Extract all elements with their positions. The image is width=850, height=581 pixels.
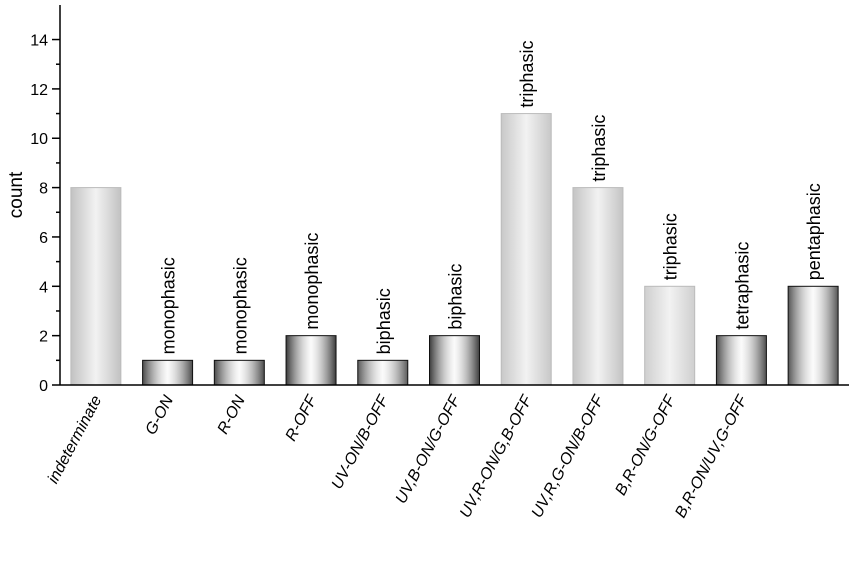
bar-annotation: biphasic xyxy=(446,264,466,330)
y-tick-label: 0 xyxy=(39,378,48,395)
bar xyxy=(142,359,194,386)
x-tick-label: R-OFF xyxy=(283,392,322,444)
bar-annotation: monophasic xyxy=(230,257,250,354)
bar-annotation: triphasic xyxy=(661,213,681,280)
x-tick-label: G-ON xyxy=(142,393,177,438)
bar xyxy=(70,187,122,386)
y-tick-label: 14 xyxy=(30,33,48,50)
bar xyxy=(644,285,696,386)
x-tick-label: UV,R,G-ON/B-OFF xyxy=(529,392,608,521)
x-tick-label: B,R-ON/UV,G-OFF xyxy=(672,392,751,521)
y-tick-label: 6 xyxy=(39,230,48,247)
bar-annotation: biphasic xyxy=(374,288,394,354)
y-axis-label: count xyxy=(6,171,27,218)
bar xyxy=(715,335,767,386)
x-tick-label: UV,R-ON/G,B-OFF xyxy=(457,392,536,521)
bar xyxy=(572,187,624,386)
bar xyxy=(213,359,265,386)
x-tick-label: indeterminate xyxy=(45,393,106,487)
bar xyxy=(787,285,839,386)
x-tick-label: B,R-ON/G-OFF xyxy=(612,392,679,498)
bar xyxy=(500,113,552,386)
x-tick-label: R-ON xyxy=(215,393,249,437)
bar-annotation: tetraphasic xyxy=(732,242,752,330)
bar-annotation: monophasic xyxy=(302,233,322,330)
y-tick-label: 4 xyxy=(39,279,48,296)
bar xyxy=(429,335,480,386)
bar-annotation: triphasic xyxy=(517,41,537,108)
y-tick-label: 12 xyxy=(30,82,48,99)
bar-annotation: triphasic xyxy=(589,115,609,182)
bar-annotation: pentaphasic xyxy=(804,183,824,280)
y-tick-label: 10 xyxy=(30,131,48,148)
y-tick-label: 2 xyxy=(39,329,48,346)
bar xyxy=(285,335,337,386)
y-tick-label: 8 xyxy=(39,181,48,198)
bar xyxy=(357,359,409,386)
x-tick-label: UV-ON/B-OFF xyxy=(329,392,393,492)
bar-annotation: monophasic xyxy=(159,257,179,354)
x-tick-label: UV,B-ON/G-OFF xyxy=(393,392,465,507)
